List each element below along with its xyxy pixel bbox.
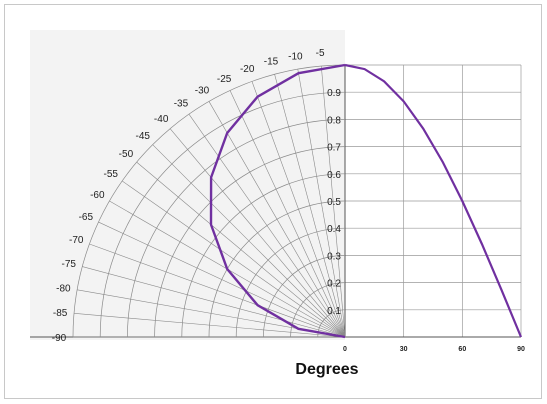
polar-spoke bbox=[188, 114, 346, 338]
radial-tick-label: 0.5 bbox=[327, 197, 341, 208]
rect-grid bbox=[30, 64, 522, 338]
polar-spoke bbox=[98, 221, 346, 338]
polar-background bbox=[30, 30, 345, 340]
polar-spoke bbox=[122, 180, 346, 338]
polar-spoke bbox=[169, 128, 346, 338]
polar-spoke bbox=[320, 66, 346, 338]
series-line bbox=[344, 63, 523, 338]
radial-tick-label: 0.6 bbox=[327, 170, 341, 181]
radial-tick-label: 0.4 bbox=[327, 224, 341, 235]
radial-labels: 0.1 0.2 0.3 0.4 0.5 0.6 0.7 0.8 0.9 bbox=[327, 88, 341, 317]
polar-angle-label: -50 bbox=[119, 149, 134, 160]
radial-tick-label: 0.3 bbox=[327, 251, 341, 262]
polar-angle-label: -45 bbox=[136, 131, 151, 142]
polar-angle-label: -25 bbox=[217, 74, 232, 85]
radial-tick-label: 0.2 bbox=[327, 279, 341, 290]
polar-angle-label: -15 bbox=[264, 57, 279, 68]
polar-spoke bbox=[251, 81, 346, 338]
radial-tick-label: 0.7 bbox=[327, 143, 341, 154]
polar-angle-label: -85 bbox=[53, 308, 68, 319]
x-axis-label: Degrees bbox=[295, 361, 358, 378]
radial-tick-label: 0.1 bbox=[327, 306, 341, 317]
radial-tick-label: 0.8 bbox=[327, 115, 341, 126]
polar-angle-labels: -5 -10 -15 -20 -25 -30 -35 -40-45-50-55 -60 -65 -7… bbox=[52, 48, 325, 344]
radial-tick-label: 0.9 bbox=[327, 88, 341, 99]
polar-angle-label: -30 bbox=[195, 85, 210, 96]
polar-angle-label: -35 bbox=[174, 99, 189, 110]
polar-angle-label: -80 bbox=[56, 283, 71, 294]
polar-spoke bbox=[274, 74, 346, 338]
chart-frame bbox=[4, 4, 542, 399]
polar-angle-label: -75 bbox=[62, 259, 77, 270]
polar-spoke bbox=[82, 266, 346, 338]
polar-angle-label: -65 bbox=[79, 212, 94, 223]
series-polar-curve bbox=[209, 63, 346, 339]
polar-angle-label: -10 bbox=[288, 51, 303, 62]
x-tick-labels: 0 30 60 90 bbox=[343, 346, 525, 353]
polar-angle-label: -60 bbox=[90, 190, 105, 201]
x-tick-label: 90 bbox=[517, 346, 525, 353]
polar-spoke bbox=[136, 161, 346, 338]
polar-angle-label: -5 bbox=[316, 48, 325, 59]
polar-angle-label: -20 bbox=[240, 64, 255, 75]
x-tick-label: 60 bbox=[458, 346, 466, 353]
x-tick-label: 30 bbox=[400, 346, 408, 353]
polar-angle-label: -40 bbox=[154, 114, 169, 125]
polar-spoke bbox=[152, 144, 346, 338]
polar-spoke bbox=[89, 243, 346, 338]
polar-spoke bbox=[229, 90, 346, 338]
polar-spoke bbox=[208, 101, 346, 338]
polar-grid bbox=[72, 64, 346, 338]
polar-angle-label: -70 bbox=[69, 235, 84, 246]
polar-angle-label: -90 bbox=[52, 333, 67, 344]
polar-spoke bbox=[297, 69, 346, 338]
polar-spoke bbox=[74, 312, 346, 338]
polar-angle-label: -55 bbox=[103, 169, 118, 180]
x-tick-label: 0 bbox=[343, 346, 347, 353]
curves bbox=[209, 63, 523, 339]
